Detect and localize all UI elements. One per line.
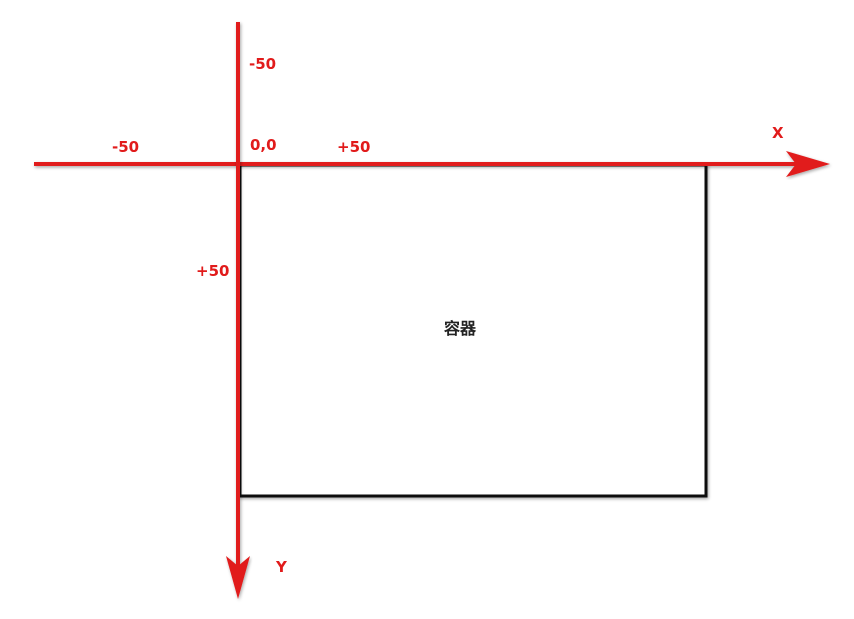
y-axis-arrow-icon: [226, 556, 250, 599]
y-axis: [226, 22, 250, 599]
container-label: 容器: [443, 319, 477, 338]
x-axis: [34, 151, 830, 177]
tick-label-x-negative: -50: [112, 138, 139, 156]
tick-label-y-negative: -50: [249, 55, 276, 73]
origin-label: 0,0: [250, 136, 277, 154]
container-box: [238, 163, 708, 498]
tick-label-y-positive: +50: [196, 262, 229, 280]
tick-label-x-positive: +50: [337, 138, 370, 156]
x-axis-label: X: [772, 124, 784, 142]
x-axis-arrow-icon: [786, 151, 830, 177]
y-axis-label: Y: [275, 558, 288, 576]
